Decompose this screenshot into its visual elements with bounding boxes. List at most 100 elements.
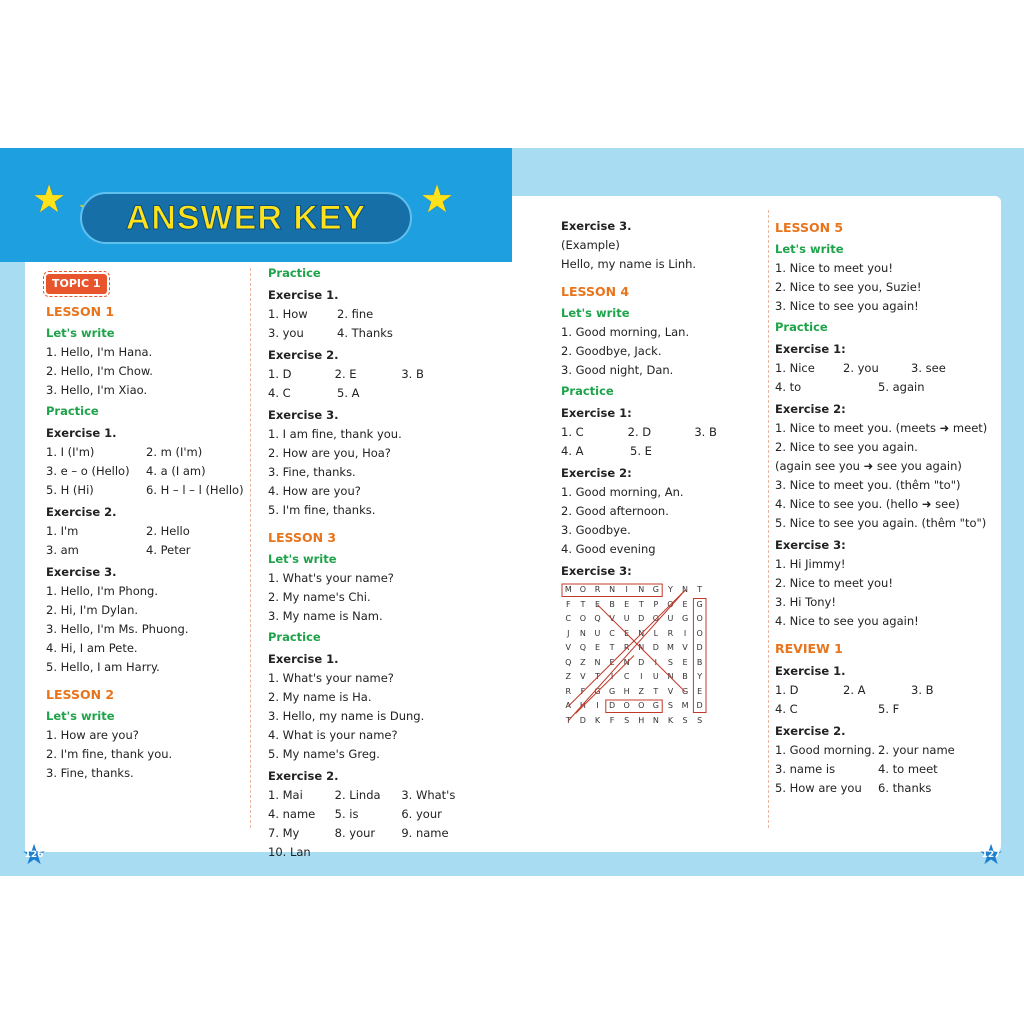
grid-letter: S — [624, 715, 630, 725]
page-number-left: ★ 126 — [21, 838, 47, 871]
answer-row: 3. name is 4. to meet — [775, 760, 995, 779]
answer-cell: 3. you — [268, 326, 304, 340]
answer-line: 10. Lan — [268, 845, 311, 859]
answer-line: 4. Good evening — [561, 542, 656, 556]
grid-letter: L — [653, 628, 659, 638]
grid-letter: D — [638, 614, 645, 623]
answer-cell: 4. name — [268, 807, 316, 821]
grid-letter: V — [609, 614, 615, 623]
answer-cell: 2. your name — [878, 743, 955, 757]
grid-letter: E — [624, 628, 630, 638]
answer-cell: 2. m (I'm) — [146, 445, 203, 459]
answer-row: 1. Good morning. 2. your name — [775, 741, 995, 760]
answer-line: 3. Hello, my name is Dung. — [268, 709, 425, 723]
section-heading: Practice — [268, 630, 321, 644]
answer-row: 4. C 5. A — [268, 384, 468, 403]
answer-cell: 1. D — [775, 683, 799, 697]
exercise-heading: Exercise 1. — [775, 664, 846, 678]
grid-letter: G — [652, 701, 659, 710]
answer-row: 1. D 2. E 3. B — [268, 365, 468, 384]
answer-row: 3. e – o (Hello) 4. a (I am) — [46, 462, 246, 481]
grid-letter: V — [667, 686, 674, 696]
grid-letter: Z — [580, 657, 586, 667]
grid-letter: N — [579, 628, 586, 638]
grid-letter: T — [653, 686, 659, 696]
section-heading: Let's write — [46, 709, 115, 723]
grid-letter: Q — [565, 657, 572, 667]
answer-row: 5. How are you 6. thanks — [775, 779, 995, 798]
section-heading: Let's write — [268, 552, 337, 566]
exercise-heading: Exercise 2: — [775, 402, 846, 416]
answer-cell: 1. Mai — [268, 788, 303, 802]
answer-cell: 5. F — [878, 702, 900, 716]
grid-letter: C — [565, 614, 572, 623]
answer-cell: 6. thanks — [878, 781, 932, 795]
grid-letter: Z — [638, 686, 644, 696]
grid-letter: D — [638, 657, 645, 667]
grid-letter: D — [696, 701, 703, 710]
section-heading: Let's write — [46, 326, 115, 340]
answer-cell: 4. to — [775, 380, 802, 394]
answer-cell: 4. to meet — [878, 762, 938, 776]
grid-letter: B — [696, 657, 703, 667]
answer-cell: 5. How are you — [775, 781, 862, 795]
grid-letter: N — [638, 643, 645, 652]
answer-line: 3. Nice to see you again! — [775, 299, 919, 313]
section-heading: Practice — [561, 384, 614, 398]
grid-letter: N — [623, 657, 630, 667]
answer-line: 1. How are you? — [46, 728, 139, 742]
answer-row: 3. you 4. Thanks — [268, 324, 468, 343]
answer-line: 1. Good morning, An. — [561, 485, 684, 499]
grid-letter: M — [564, 585, 572, 594]
answer-line: 1. Hello, I'm Phong. — [46, 584, 159, 598]
grid-letter: N — [609, 585, 616, 594]
answer-line: Hello, my name is Linh. — [561, 257, 697, 271]
answer-cell: 2. A — [843, 683, 866, 697]
answer-row: 4. C 5. F — [775, 700, 995, 719]
left-page — [25, 262, 512, 852]
star-icon: ★ — [32, 177, 67, 221]
answer-line: 3. Goodbye. — [561, 523, 631, 537]
grid-letter: T — [609, 643, 615, 652]
page-number-right: ★ 127 — [978, 838, 1004, 871]
answer-row: 3. am 4. Peter — [46, 541, 246, 560]
word-highlight-diagonal — [567, 589, 686, 722]
answer-cell: 2. E — [334, 367, 357, 381]
exercise-heading: Exercise 2. — [268, 348, 339, 362]
answer-cell: 3. B — [694, 425, 717, 439]
grid-letter: R — [565, 686, 572, 696]
grid-letter: U — [623, 614, 630, 623]
grid-letter: I — [596, 701, 599, 710]
answer-cell: 4. A — [561, 444, 584, 458]
grid-letter: K — [667, 715, 674, 725]
right-page — [512, 196, 1001, 852]
grid-letter: D — [579, 715, 586, 725]
section-heading: Practice — [46, 404, 99, 418]
answer-cell: 3. am — [46, 543, 79, 557]
column-divider — [250, 268, 251, 828]
answer-cell: 5. is — [334, 807, 359, 821]
exercise-heading: Exercise 1: — [561, 406, 632, 420]
topic-badge: TOPIC 1 — [43, 271, 110, 297]
grid-letter: J — [567, 628, 570, 638]
answer-cell: 3. What's — [401, 788, 456, 802]
answer-cell: 3. B — [401, 367, 424, 381]
answer-cell: 5. again — [878, 380, 925, 394]
grid-letter: D — [652, 643, 659, 652]
grid-letter: S — [697, 715, 703, 725]
section-heading: Let's write — [561, 306, 630, 320]
grid-letter: B — [609, 599, 615, 609]
star-icon: ★ — [420, 177, 455, 221]
grid-letter: V — [565, 643, 572, 652]
answer-cell: 3. B — [911, 683, 934, 697]
grid-letter: R — [623, 643, 630, 652]
section-heading: Practice — [775, 320, 828, 334]
answer-line: 4. How are you? — [268, 484, 361, 498]
answer-line: 5. I'm fine, thanks. — [268, 503, 376, 517]
answer-cell: 1. D — [268, 367, 292, 381]
answer-line: 3. Fine, thanks. — [268, 465, 356, 479]
exercise-heading: Exercise 1. — [46, 426, 117, 440]
answer-line: 3. Hello, I'm Xiao. — [46, 383, 148, 397]
grid-letter: D — [608, 701, 616, 710]
